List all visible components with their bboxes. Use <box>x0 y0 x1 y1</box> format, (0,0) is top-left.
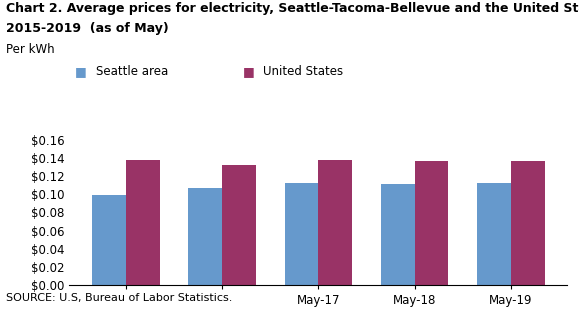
Bar <box>318 161 352 285</box>
Bar <box>511 162 545 285</box>
Text: SOURCE: U.S, Bureau of Labor Statistics.: SOURCE: U.S, Bureau of Labor Statistics. <box>6 293 232 303</box>
Text: Chart 2. Average prices for electricity, Seattle-Tacoma-Bellevue and the United : Chart 2. Average prices for electricity,… <box>6 2 579 15</box>
Bar <box>188 188 222 285</box>
Text: Seattle area: Seattle area <box>96 65 168 78</box>
Text: Per kWh: Per kWh <box>6 43 54 56</box>
Text: 2015-2019  (as of May): 2015-2019 (as of May) <box>6 22 168 35</box>
Bar <box>477 183 511 285</box>
Text: ■: ■ <box>243 65 255 78</box>
Bar <box>222 165 256 285</box>
Bar <box>415 162 449 285</box>
Text: United States: United States <box>263 65 343 78</box>
Bar <box>126 161 160 285</box>
Bar <box>285 183 318 285</box>
Bar <box>381 184 415 285</box>
Bar <box>92 195 126 285</box>
Text: ■: ■ <box>75 65 87 78</box>
